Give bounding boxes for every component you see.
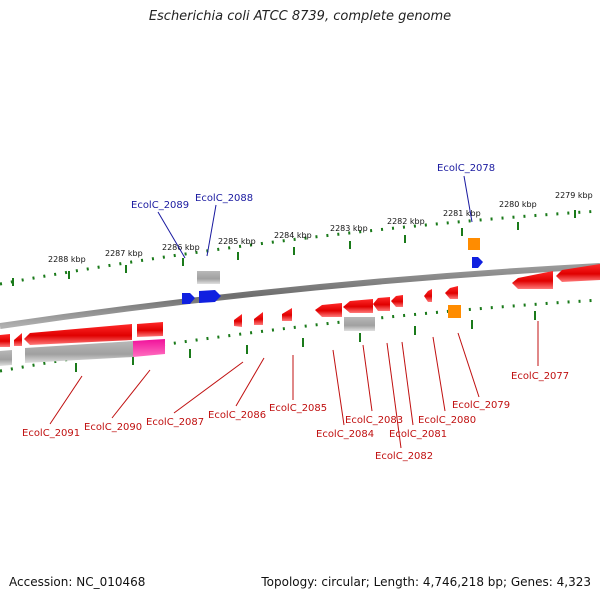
gene-blue [182,293,195,304]
outer-major-ticks [12,210,576,286]
gene-red [343,299,373,313]
gene-magenta [133,339,165,357]
gene-red [24,324,132,345]
gene-red [282,308,292,321]
gene-label-2087[interactable]: EcolC_2087 [146,417,204,428]
kbp-label: 2284 kbp [274,231,312,240]
gene-label-2085[interactable]: EcolC_2085 [269,403,327,414]
kbp-label: 2282 kbp [387,217,425,226]
kbp-label: 2279 kbp [555,191,593,200]
gene-orange [448,305,461,318]
gene-label-2077[interactable]: EcolC_2077 [511,371,569,382]
upper-genes[interactable] [182,238,600,304]
gene-gray [25,341,133,363]
kbp-label: 2281 kbp [443,209,481,218]
gene-red [556,264,600,282]
gene-label-2086[interactable]: EcolC_2086 [208,410,266,421]
kbp-label: 2283 kbp [330,224,368,233]
kbp-label: 2287 kbp [105,249,143,258]
genome-title: Escherichia coli ATCC 8739, complete gen… [148,9,452,24]
gene-label-2089[interactable]: EcolC_2089 [131,200,189,211]
gene-gray [0,350,12,366]
gene-red [391,295,403,307]
gene-gray [197,271,220,284]
callout-lines [49,175,539,449]
gene-label-2090[interactable]: EcolC_2090 [84,422,142,433]
gene-red [234,314,242,327]
gene-red [14,333,22,346]
gene-red [445,286,458,299]
gene-label-2080[interactable]: EcolC_2080 [418,415,476,426]
accession-text: Accession: NC_010468 [9,575,146,589]
gene-label-2082[interactable]: EcolC_2082 [375,451,433,462]
gene-gray [344,317,375,331]
gene-red [137,322,163,337]
gene-label-2081[interactable]: EcolC_2081 [389,429,447,440]
genome-summary: Topology: circular; Length: 4,746,218 bp… [261,575,591,589]
kbp-label: 2285 kbp [218,237,256,246]
gene-orange [468,238,480,250]
kbp-label: 2280 kbp [499,200,537,209]
gene-label-2079[interactable]: EcolC_2079 [452,400,510,411]
gene-label-2083[interactable]: EcolC_2083 [345,415,403,426]
gene-blue [199,290,221,303]
lower-genes[interactable] [0,286,461,366]
genome-backbone [0,263,600,329]
gene-label-2091[interactable]: EcolC_2091 [22,428,80,439]
gene-red [512,271,553,289]
gene-red [254,312,263,325]
gene-red [373,297,390,311]
gene-label-2078[interactable]: EcolC_2078 [437,163,495,174]
gene-blue [472,257,483,268]
kbp-label: 2288 kbp [48,255,86,264]
inner-major-ticks [75,311,536,372]
gene-red [315,303,342,317]
gene-label-2084[interactable]: EcolC_2084 [316,429,374,440]
gene-red [0,334,10,347]
gene-red [424,289,432,302]
gene-label-2088[interactable]: EcolC_2088 [195,193,253,204]
kbp-label: 2286 kbp [162,243,200,252]
